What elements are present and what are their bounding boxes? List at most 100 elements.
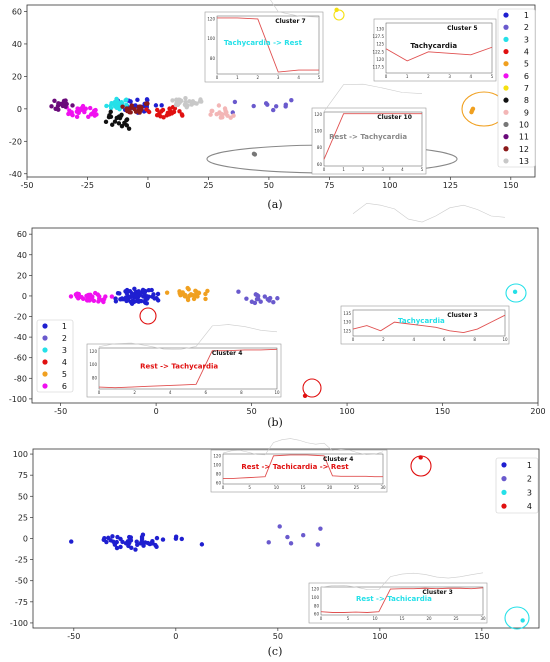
point-cluster-1 — [128, 538, 134, 543]
point-cluster-2 — [301, 532, 306, 538]
inset-title: Cluster 3 — [447, 312, 477, 319]
inset-x-tick: 2 — [133, 390, 136, 395]
inset-y-tick: 60 — [317, 162, 323, 167]
point-cluster-2 — [251, 103, 256, 109]
panel-c: -50 0 50 100 1501007550250-25-50-75-10012010… — [10, 438, 540, 641]
legend-marker — [501, 503, 507, 509]
point-cluster-2 — [288, 541, 294, 546]
legend-marker — [42, 383, 48, 389]
inset-x-tick: 25 — [453, 616, 459, 621]
point-cluster-2 — [236, 289, 241, 294]
legend-marker — [503, 61, 509, 67]
y-tick-label: 0 — [17, 105, 22, 114]
y-tick-label: -20 — [14, 313, 27, 322]
y-tick-label: 0 — [23, 535, 28, 544]
inset-x-tick: 2 — [382, 337, 385, 342]
inset-x-tick: 0 — [352, 337, 355, 342]
point-cluster-4 — [177, 109, 182, 114]
point-cluster-6 — [88, 112, 94, 117]
point-cluster-6 — [95, 292, 101, 297]
x-tick-label: 125 — [443, 181, 458, 190]
point-cluster-1 — [134, 298, 140, 304]
point-cluster-9 — [216, 103, 222, 108]
legend-label: 2 — [62, 334, 67, 343]
x-tick-label: 50 — [246, 407, 256, 416]
inset-annotation: Tachycardia — [410, 42, 457, 50]
inset-title: Cluster 10 — [377, 114, 412, 121]
inset-x-tick: 1 — [342, 167, 345, 172]
inset-y-tick: 135 — [343, 311, 351, 316]
inset-y-tick: 80 — [317, 145, 323, 150]
point-cluster-1 — [138, 541, 143, 546]
y-tick-label: -20 — [9, 137, 22, 146]
inset-x-tick: 0 — [216, 75, 219, 80]
inset-background-line — [98, 324, 278, 350]
point-cluster-2 — [244, 296, 249, 301]
legend-label: 2 — [527, 475, 532, 484]
point-cluster-1 — [141, 543, 146, 548]
inset-y-tick: 122.5 — [373, 49, 385, 54]
point-cluster-8 — [107, 113, 112, 118]
point-cluster-1 — [199, 542, 205, 547]
inset-y-tick: 127.5 — [373, 34, 385, 39]
x-tick-label: 50 — [273, 632, 283, 641]
inset-x-tick: 0 — [323, 167, 326, 172]
inset-y-tick: 125 — [376, 42, 384, 47]
inset-y-tick: 100 — [89, 362, 97, 367]
point-cluster-5 — [469, 109, 474, 115]
point-cluster-11 — [61, 98, 67, 104]
inset-x-tick: 20 — [327, 485, 333, 490]
point-cluster-2 — [262, 294, 267, 299]
inset-y-tick: 117.5 — [373, 64, 385, 69]
legend-label: 13 — [519, 157, 529, 166]
point-cluster-2 — [263, 101, 269, 106]
point-cluster-9 — [228, 115, 233, 120]
point-cluster-6 — [109, 294, 115, 299]
point-cluster-1 — [154, 535, 160, 541]
x-tick-label: 50 — [264, 181, 274, 190]
inset-x-tick: 30 — [480, 616, 486, 621]
x-tick-label: 100 — [382, 181, 397, 190]
point-cluster-2 — [318, 526, 323, 531]
point-cluster-5 — [181, 292, 186, 297]
legend-label: 6 — [524, 72, 529, 81]
point-cluster-1 — [117, 291, 122, 296]
y-tick-label: -100 — [9, 395, 27, 404]
y-tick-label: -75 — [15, 598, 28, 607]
legend-label: 3 — [527, 488, 532, 497]
point-cluster-2 — [285, 534, 290, 540]
point-cluster-1 — [152, 296, 157, 301]
point-cluster-1 — [133, 103, 138, 108]
point-cluster-6 — [103, 294, 108, 299]
y-tick-label: 100 — [13, 450, 28, 459]
point-cluster-2 — [277, 524, 282, 529]
point-cluster-1 — [146, 288, 151, 293]
y-tick-label: -40 — [9, 170, 22, 179]
point-cluster-6 — [101, 299, 106, 305]
inset-x-tick: 4 — [401, 167, 404, 172]
point-cluster-8 — [116, 121, 122, 126]
inset-x-tick: 8 — [240, 390, 243, 395]
point-cluster-8 — [110, 122, 115, 127]
legend-label: 4 — [524, 48, 529, 57]
point-cluster-6 — [87, 296, 93, 302]
inset-series-line — [385, 46, 493, 62]
point-cluster-1 — [154, 544, 159, 550]
point-cluster-1 — [130, 298, 136, 303]
point-cluster-2 — [275, 296, 280, 301]
point-cluster-6 — [79, 294, 84, 300]
point-cluster-1 — [113, 296, 118, 301]
x-tick-label: 0 — [154, 407, 159, 416]
point-cluster-6 — [80, 103, 86, 109]
inset-x-tick: 6 — [205, 390, 208, 395]
inset-annotation: Tachycardia -> Rest — [224, 39, 303, 47]
inset-y-tick: 130 — [343, 320, 351, 325]
inset-title: Cluster 4 — [323, 456, 353, 463]
point-cluster-1 — [144, 97, 150, 102]
y-tick-label: 75 — [18, 471, 28, 480]
inset-x-tick: 15 — [300, 485, 306, 490]
point-cluster-10 — [251, 151, 257, 157]
inset-axes — [385, 22, 493, 74]
point-cluster-1 — [139, 534, 145, 540]
inset-title: Cluster 4 — [212, 350, 242, 357]
